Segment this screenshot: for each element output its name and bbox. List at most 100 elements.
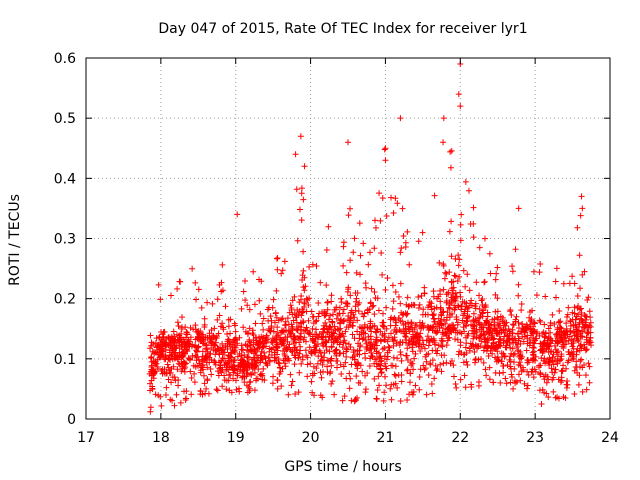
- data-point: [415, 305, 422, 312]
- data-point: [378, 357, 385, 364]
- data-point: [184, 331, 191, 338]
- data-point: [462, 178, 469, 185]
- data-point: [328, 362, 335, 369]
- data-point: [152, 391, 159, 398]
- data-point: [581, 268, 588, 275]
- data-point: [450, 373, 457, 380]
- data-point: [347, 205, 354, 212]
- data-point: [341, 317, 348, 324]
- data-point: [367, 342, 374, 349]
- data-point: [212, 351, 219, 358]
- data-point: [397, 397, 404, 404]
- data-point: [198, 304, 205, 311]
- data-point: [428, 380, 435, 387]
- data-point: [297, 343, 304, 350]
- data-point: [448, 279, 455, 286]
- data-point: [479, 313, 486, 320]
- data-point: [575, 381, 582, 388]
- data-point: [170, 328, 177, 335]
- data-point: [444, 309, 451, 316]
- data-point: [290, 340, 297, 347]
- data-point: [402, 239, 409, 246]
- data-point: [415, 333, 422, 340]
- data-point: [354, 365, 361, 372]
- data-point: [328, 298, 335, 305]
- data-point: [361, 350, 368, 357]
- data-point: [299, 309, 306, 316]
- data-point: [443, 291, 450, 298]
- data-point: [377, 217, 384, 224]
- data-point: [433, 367, 440, 374]
- data-point: [346, 385, 353, 392]
- data-point: [457, 293, 464, 300]
- data-point: [217, 362, 224, 369]
- data-point: [577, 285, 584, 292]
- data-point: [355, 308, 362, 315]
- data-point: [434, 328, 441, 335]
- y-tick-label: 0.4: [54, 171, 76, 187]
- data-point: [383, 325, 390, 332]
- data-point: [273, 255, 280, 262]
- data-point: [463, 322, 470, 329]
- data-point: [284, 334, 291, 341]
- data-point: [489, 350, 496, 357]
- data-point: [270, 296, 277, 303]
- data-point: [328, 355, 335, 362]
- data-point: [462, 384, 469, 391]
- data-point: [573, 313, 580, 320]
- data-point: [515, 292, 522, 299]
- data-point: [521, 380, 528, 387]
- data-point: [344, 303, 351, 310]
- data-point: [479, 324, 486, 331]
- data-point: [338, 295, 345, 302]
- data-point: [495, 323, 502, 330]
- data-point: [266, 357, 273, 364]
- data-point: [308, 308, 315, 315]
- data-point: [584, 330, 591, 337]
- data-point: [354, 328, 361, 335]
- data-point: [586, 363, 593, 370]
- data-point: [408, 335, 415, 342]
- data-point: [377, 328, 384, 335]
- data-point: [393, 319, 400, 326]
- data-point: [512, 380, 519, 387]
- data-point: [512, 335, 519, 342]
- data-point: [237, 366, 244, 373]
- data-point: [278, 340, 285, 347]
- data-point: [227, 316, 234, 323]
- data-point: [179, 324, 186, 331]
- data-point: [188, 391, 195, 398]
- data-point: [351, 235, 358, 242]
- data-point: [347, 309, 354, 316]
- data-point: [494, 331, 501, 338]
- data-point: [340, 306, 347, 313]
- data-point: [365, 333, 372, 340]
- data-point: [394, 200, 401, 207]
- data-point: [440, 286, 447, 293]
- data-point: [381, 336, 388, 343]
- data-point: [524, 382, 531, 389]
- data-point: [373, 396, 380, 403]
- data-point: [289, 297, 296, 304]
- data-point: [514, 330, 521, 337]
- data-point: [288, 321, 295, 328]
- data-point: [547, 337, 554, 344]
- data-point: [447, 148, 454, 155]
- data-point: [536, 362, 543, 369]
- data-point: [444, 337, 451, 344]
- data-point: [229, 344, 236, 351]
- data-point: [474, 328, 481, 335]
- data-point: [256, 334, 263, 341]
- data-point: [516, 359, 523, 366]
- data-point: [171, 402, 178, 409]
- data-point: [410, 301, 417, 308]
- data-point: [427, 360, 434, 367]
- data-point: [339, 344, 346, 351]
- data-point: [309, 372, 316, 379]
- data-point: [199, 348, 206, 355]
- data-point: [536, 387, 543, 394]
- data-point: [366, 306, 373, 313]
- data-point: [228, 354, 235, 361]
- data-point: [457, 342, 464, 349]
- data-point: [426, 338, 433, 345]
